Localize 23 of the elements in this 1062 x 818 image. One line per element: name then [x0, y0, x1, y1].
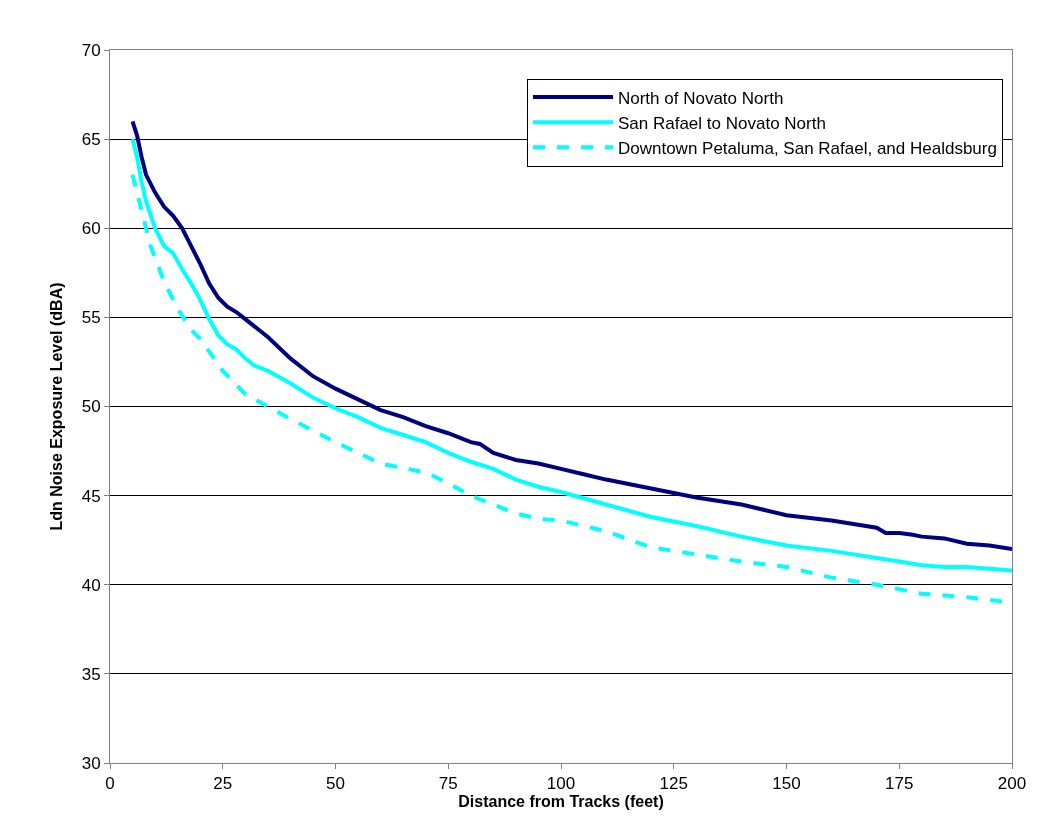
y-tick-label: 50: [81, 397, 101, 417]
legend-label: North of Novato North: [617, 88, 784, 108]
x-tick-label: 75: [438, 774, 458, 794]
x-tick-label: 150: [772, 774, 801, 794]
x-tick-label: 125: [659, 774, 688, 794]
x-tick-label: 50: [326, 774, 345, 794]
y-tick-label: 55: [81, 308, 101, 328]
y-tick-label: 65: [81, 130, 101, 150]
x-tick-label: 200: [997, 774, 1027, 794]
x-axis-title: Distance from Tracks (feet): [458, 793, 664, 811]
y-tick-label: 35: [81, 664, 101, 684]
y-axis-title: Ldn Noise Exposure Level (dBA): [47, 282, 65, 531]
y-tick-label: 45: [81, 486, 101, 506]
x-tick-label: 175: [885, 774, 914, 794]
y-tick-label: 40: [81, 575, 101, 595]
y-tick-label: 70: [81, 40, 101, 60]
y-tick-label: 30: [81, 753, 101, 773]
x-tick-label: 25: [213, 774, 233, 794]
legend-label: San Rafael to Novato North: [617, 113, 826, 133]
x-tick-label: 100: [546, 774, 576, 794]
legend-label: Downtown Petaluma, San Rafael, and Healdsburg: [617, 138, 997, 158]
y-tick-label: 60: [81, 219, 101, 239]
x-tick-label: 0: [105, 774, 115, 794]
